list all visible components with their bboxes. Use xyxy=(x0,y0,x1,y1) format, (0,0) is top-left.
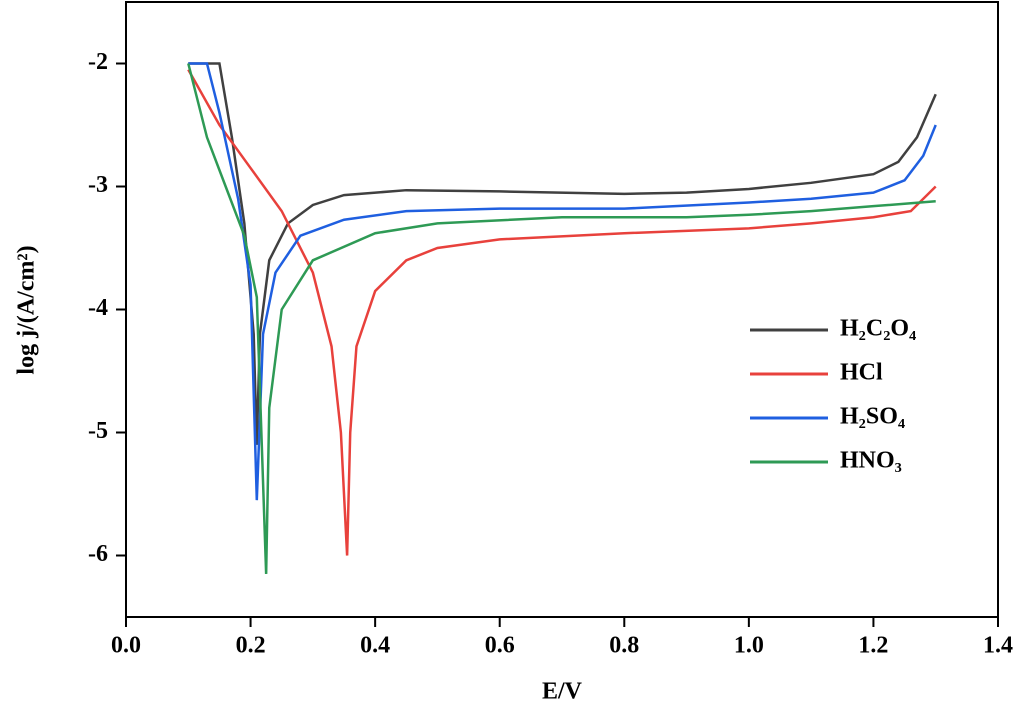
legend-label: HCl xyxy=(840,360,883,386)
plot-frame xyxy=(125,1,999,618)
x-tick-label: 0.0 xyxy=(111,633,141,659)
legend-label: H₂C₂O₄ xyxy=(840,316,916,342)
x-tick-label: 0.2 xyxy=(236,633,266,659)
x-tick-label: 0.8 xyxy=(609,633,639,659)
y-axis-label: log j/(A/cm²) xyxy=(14,245,40,374)
series-line xyxy=(187,63,936,574)
legend-label: H₂SO₄ xyxy=(840,404,905,430)
series-line xyxy=(187,69,937,556)
x-tick-label: 1.4 xyxy=(983,633,1013,659)
y-tick-label: -5 xyxy=(88,418,108,444)
y-tick-label: -2 xyxy=(88,49,108,75)
x-tick-label: 1.2 xyxy=(858,633,888,659)
y-tick-label: -6 xyxy=(88,541,108,567)
x-tick-label: 0.4 xyxy=(360,633,390,659)
x-tick-label: 1.0 xyxy=(734,633,764,659)
x-axis-label: E/V xyxy=(542,679,583,705)
x-tick-label: 0.6 xyxy=(485,633,515,659)
y-tick-label: -4 xyxy=(88,295,108,321)
series-line xyxy=(188,62,937,501)
legend-label: HNO₃ xyxy=(840,448,902,474)
y-tick-label: -3 xyxy=(88,172,108,198)
series-line xyxy=(188,62,937,445)
